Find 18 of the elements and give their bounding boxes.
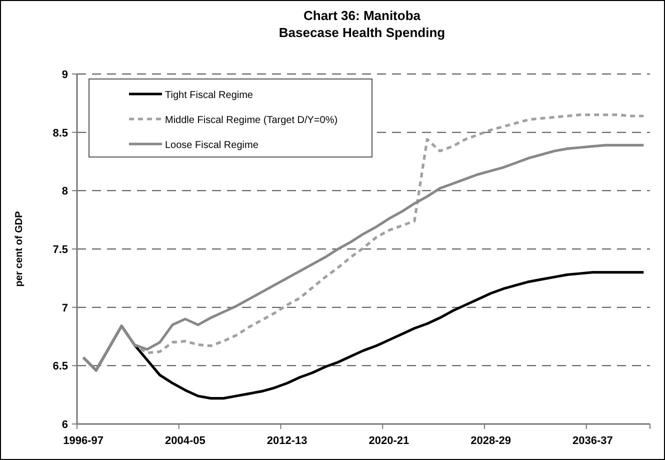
y-tick-label: 6.5	[52, 360, 68, 373]
x-tick-label: 2036-37	[572, 435, 613, 447]
legend-label: Tight Fiscal Regime	[165, 90, 254, 101]
y-tick-label: 7.5	[52, 244, 68, 256]
legend-label: Middle Fiscal Regime (Target D/Y=0%)	[165, 115, 338, 126]
chart-title: Chart 36: Manitoba Basecase Health Spending	[278, 8, 446, 40]
y-tick-label: 8.5	[52, 127, 68, 140]
y-tick-label: 9	[62, 69, 68, 81]
x-tick-label: 2012-13	[266, 435, 308, 447]
y-axis-title: per cent of GDP	[14, 210, 25, 287]
y-tick-label: 8	[62, 186, 68, 198]
x-tick-label: 2028-29	[470, 435, 512, 447]
x-tick-label: 2004-05	[165, 435, 206, 447]
y-tick-label: 6	[62, 419, 68, 431]
x-tick-label: 2020-21	[368, 435, 410, 447]
y-tick-label: 7	[62, 302, 68, 314]
legend-label: Loose Fiscal Regime	[165, 140, 259, 151]
x-tick-label: 1996-97	[63, 435, 104, 447]
